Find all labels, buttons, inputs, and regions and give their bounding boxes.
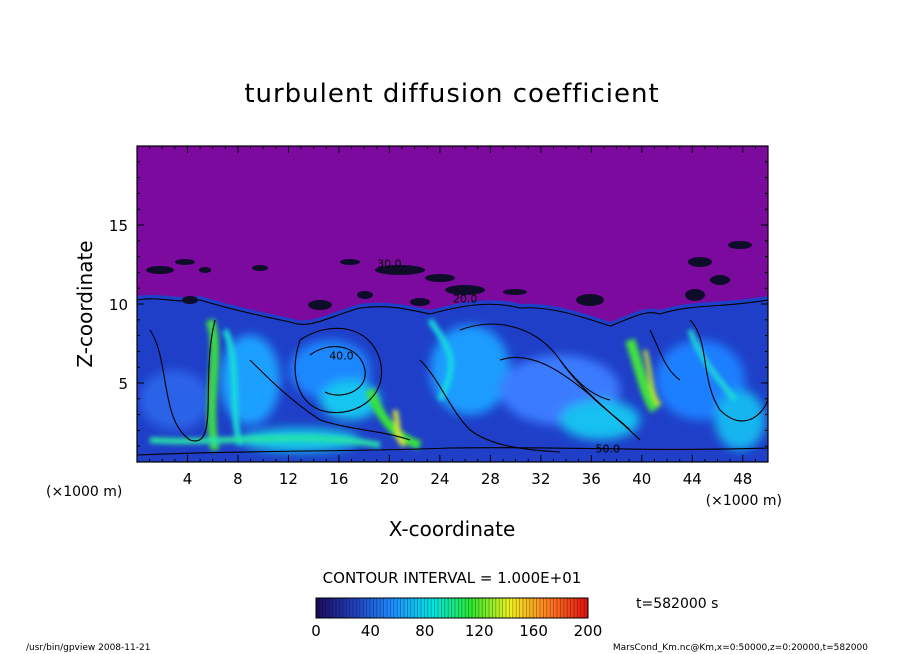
- x-axis-title: X-coordinate: [389, 517, 516, 541]
- x-axis-unit-left: (×1000 m): [46, 484, 122, 500]
- contour-label: 20.0: [453, 292, 478, 305]
- x-tick-label: 24: [430, 470, 449, 488]
- x-tick-label: 36: [582, 470, 601, 488]
- y-tick-label: 10: [109, 296, 128, 314]
- x-tick-label: 20: [380, 470, 399, 488]
- plot-area: 30.0 20.0 40.0 50.0: [137, 146, 768, 462]
- y-axis-ticks: 5 10 15: [109, 161, 768, 447]
- y-tick-label: 15: [109, 217, 128, 235]
- colorbar-tick-label: 160: [519, 622, 548, 640]
- x-tick-label: 32: [531, 470, 550, 488]
- y-tick-label: 5: [118, 375, 128, 393]
- colorbar-stripes: [318, 598, 588, 618]
- y-axis-title: Z-coordinate: [73, 240, 97, 367]
- x-tick-label: 44: [683, 470, 702, 488]
- contour-labels: 30.0 20.0 40.0 50.0: [329, 258, 620, 456]
- colorbar-tick-label: 0: [311, 622, 321, 640]
- x-tick-label: 40: [632, 470, 651, 488]
- x-axis-unit-right: (×1000 m): [706, 493, 782, 509]
- x-tick-label: 48: [733, 470, 752, 488]
- x-tick-label: 4: [183, 470, 193, 488]
- footer-left: /usr/bin/gpview 2008-11-21: [26, 643, 150, 653]
- colorbar-tick-label: 200: [574, 622, 603, 640]
- x-axis-ticks: 4 8 12 16 20 24 28 32 36 40 44 48: [149, 146, 756, 488]
- contour-label: 30.0: [377, 258, 402, 271]
- x-tick-label: 12: [279, 470, 298, 488]
- field-blobs: [140, 325, 765, 452]
- time-label: t=582000 s: [636, 596, 718, 612]
- contour-label: 40.0: [329, 349, 354, 362]
- contour-patches: [146, 241, 752, 310]
- x-tick-label: 8: [233, 470, 243, 488]
- colorbar: [315, 597, 589, 619]
- contour-label: 50.0: [595, 443, 620, 456]
- colorbar-ticks: 0 40 80 120 160 200: [311, 622, 602, 640]
- x-tick-label: 28: [481, 470, 500, 488]
- chart-title: turbulent diffusion coefficient: [244, 79, 659, 109]
- contour-interval: CONTOUR INTERVAL = 1.000E+01: [323, 569, 582, 587]
- x-tick-label: 16: [329, 470, 348, 488]
- colorbar-tick-label: 80: [415, 622, 434, 640]
- colorbar-tick-label: 120: [465, 622, 494, 640]
- footer-right: MarsCond_Km.nc@Km,x=0:50000,z=0:20000,t=…: [613, 643, 868, 653]
- contour-lines: [137, 298, 768, 456]
- colorbar-tick-label: 40: [361, 622, 380, 640]
